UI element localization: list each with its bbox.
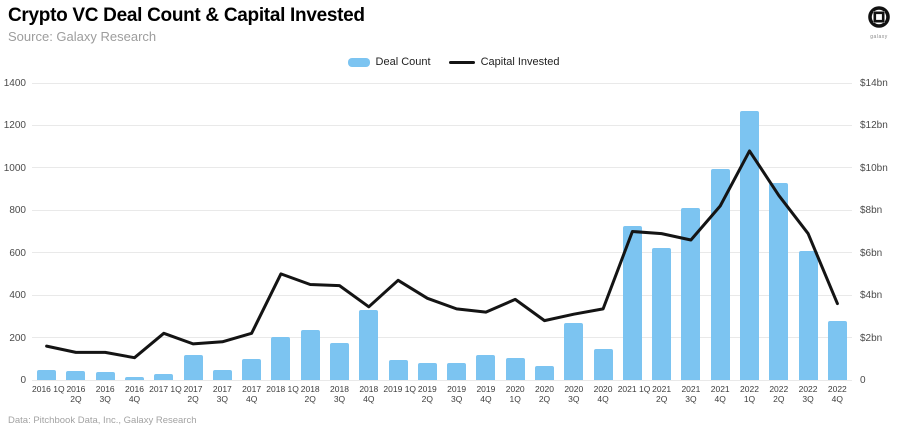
x-axis-tick-2016-4q: 2016 4Q [125,384,144,404]
source-subtitle: Source: Galaxy Research [8,29,157,44]
x-axis-tick-2019-2q: 2019 2Q [417,384,437,404]
plot-area [32,82,852,381]
galaxy-logo-text: galaxy [870,34,888,40]
deal-count-bar-2018-3q [330,342,349,380]
deal-count-bar-2017-2q [183,354,203,380]
gridline [32,337,852,339]
x-axis-tick-2020-3q: 2020 3Q [564,384,584,404]
x-axis-tick-2017-3q: 2017 3Q [212,384,232,404]
gridline [32,82,852,84]
x-axis-tick-2016-1q: 2016 1Q [32,384,65,394]
deal-count-bar-2017-1q [154,373,174,380]
capital-invested-line [45,149,839,360]
deal-count-bar-2018-4q [359,309,379,380]
deal-count-bar-2022-2q [769,182,789,380]
gridline [32,124,852,126]
legend-label-deal-count: Deal Count [375,56,431,68]
page-title: Crypto VC Deal Count & Capital Invested [8,5,365,26]
right-axis-tick: $8bn [860,205,883,217]
right-axis-tick: $14bn [860,78,888,89]
deal-count-bar-2022-4q [827,320,847,380]
deal-count-bar-2017-3q [212,370,232,380]
right-axis-tick: 0 [860,375,866,386]
deal-count-bar-2020-2q [535,366,554,380]
deal-count-bar-2019-4q [476,355,496,380]
x-axis-labels: 2016 1Q 2016 2Q 2016 3Q 2016 4Q 2017 1Q 2017 2Q 20… [32,384,852,408]
x-axis-tick-2022-3q: 2022 3Q [798,384,818,404]
left-axis-tick: 1200 [3,120,26,132]
right-axis-tick: $6bn [860,247,883,259]
gridline [32,209,852,211]
deal-count-bar-2019-3q [447,363,467,380]
galaxy-logo-icon [868,6,890,28]
x-axis-tick-2019-1q: 2019 1Q [383,384,417,394]
deal-count-bar-2020-4q [593,349,613,380]
left-axis-tick: 1000 [3,162,26,174]
right-axis-tick: $4bn [860,290,883,302]
galaxy-logo: galaxy [861,6,897,40]
deal-count-bar-2016-2q [66,370,86,380]
x-axis-tick-2021-4q: 2021 4Q [710,384,730,404]
x-axis-tick-2018-3q: 2018 3Q [330,384,349,404]
gridline [32,167,852,169]
left-axis-tick: 1400 [3,78,26,89]
x-axis-tick-2018-1q: 2018 1Q [266,384,299,394]
gridline [32,252,852,254]
deal-count-bar-2021-3q [681,208,701,380]
left-axis-tick: 400 [9,290,26,302]
x-axis-tick-2017-4q: 2017 4Q [242,384,262,404]
x-axis-tick-2021-2q: 2021 2Q [652,384,672,404]
deal-count-bar-2016-4q [125,377,144,380]
x-axis-tick-2021-1q: 2021 1Q [617,384,651,394]
right-axis-tick: $2bn [860,332,883,344]
legend-item-capital-invested: Capital Invested [448,56,560,68]
legend-item-deal-count: Deal Count [347,56,431,68]
data-credit: Data: Pitchbook Data, Inc., Galaxy Resea… [8,415,197,426]
deal-count-bar-2016-1q [37,370,57,380]
left-axis-tick: 200 [9,332,26,344]
gridline [32,294,852,296]
legend-label-capital-invested: Capital Invested [480,56,560,68]
x-axis-tick-2022-2q: 2022 2Q [769,384,789,404]
deal-count-bar-2019-1q [388,359,408,380]
deal-count-bar-2018-2q [300,329,320,380]
x-axis-tick-2022-4q: 2022 4Q [827,384,847,404]
x-axis-tick-2021-3q: 2021 3Q [681,384,701,404]
deal-count-bar-2018-1q [271,336,291,380]
chart-legend: Deal Count Capital Invested [0,56,907,68]
x-axis-tick-2020-2q: 2020 2Q [535,384,554,404]
deal-count-bar-2016-3q [95,372,115,380]
deal-count-bar-2019-2q [417,363,437,380]
left-axis-tick: 800 [9,205,26,217]
right-axis-tick: $10bn [860,162,888,174]
right-axis-tick: $12bn [860,120,888,132]
x-axis-tick-2018-4q: 2018 4Q [359,384,379,404]
x-axis-tick-2016-3q: 2016 3Q [95,384,115,404]
x-axis-tick-2022-1q: 2022 1Q [740,384,759,404]
x-axis-tick-2017-1q: 2017 1Q [149,384,182,394]
left-axis-tick: 0 [20,375,26,386]
x-axis-tick-2019-3q: 2019 3Q [447,384,467,404]
x-axis-tick-2019-4q: 2019 4Q [476,384,496,404]
gridline [32,379,852,381]
x-axis-tick-2017-2q: 2017 2Q [183,384,203,404]
deal-count-bar-2021-2q [652,248,672,380]
deal-count-bar-2021-1q [622,226,642,380]
deal-count-bar-2022-3q [798,250,818,380]
deal-count-bar-2022-1q [740,110,759,380]
x-axis-tick-2020-1q: 2020 1Q [505,384,525,404]
deal-count-bar-2020-3q [564,323,584,380]
x-axis-tick-2016-2q: 2016 2Q [66,384,86,404]
left-axis-tick: 600 [9,247,26,259]
deal-count-bar-2021-4q [710,169,730,380]
capital-invested-swatch-icon [448,60,475,64]
y-axis-labels: 0 0 200 $2bn 400 $4bn 600 $6bn 800 $8bn 1000 $10bn 1… [0,78,907,386]
deal-count-bar-2020-1q [505,357,525,380]
x-axis-tick-2018-2q: 2018 2Q [300,384,320,404]
deal-count-swatch-icon [347,57,370,67]
x-axis-tick-2020-4q: 2020 4Q [593,384,613,404]
deal-count-bar-2017-4q [242,358,262,380]
